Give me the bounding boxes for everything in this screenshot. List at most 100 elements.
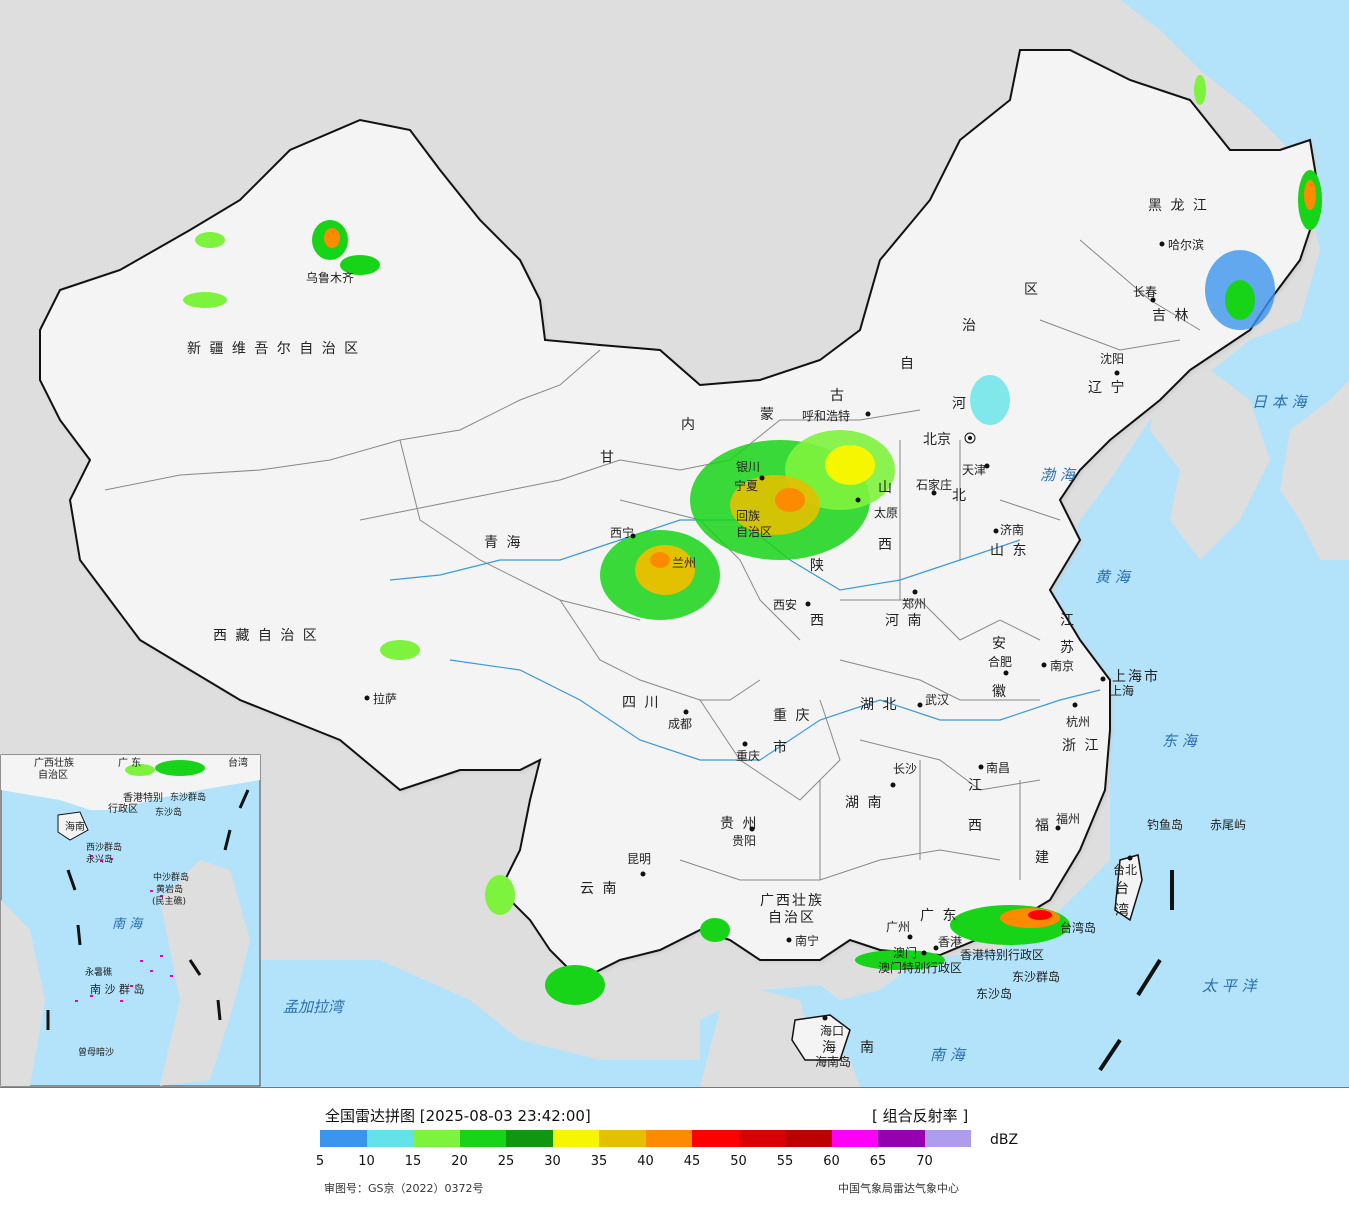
city-harbin: 哈尔滨 (1168, 237, 1204, 252)
colorbar-swatch (599, 1130, 646, 1147)
korea-land (1150, 370, 1270, 560)
label-guizhou: 贵 州 (720, 816, 758, 832)
inset-label-guangdong: 广 东 (118, 756, 141, 769)
sea-label-japan: 日 本 海 (1252, 393, 1309, 411)
colorbar-swatch (552, 1130, 599, 1147)
data-source: 中国气象局雷达气象中心 (838, 1182, 959, 1195)
legend-colorbar (320, 1130, 971, 1147)
colorbar-swatch (692, 1130, 739, 1147)
label-yunnan: 云 南 (580, 881, 618, 897)
label-fujian-1: 福 (1035, 818, 1051, 834)
label-hainan-2: 南 (860, 1040, 876, 1056)
inset-label-xisha: 西沙群岛 (86, 841, 122, 853)
inset-label-yongshu: 永暑礁 (85, 966, 112, 978)
colorbar-swatch (366, 1130, 413, 1147)
colorbar-swatch (320, 1130, 367, 1147)
hainan-island (791, 1014, 851, 1061)
legend-title: 全国雷达拼图 [2025-08-03 23:42:00] (325, 1107, 591, 1125)
label-shandong: 山 东 (990, 543, 1028, 559)
label-hunan: 湖 南 (845, 795, 883, 811)
legend-ticks: 5 10 15 20 25 30 35 40 45 50 55 60 65 70 (0, 1154, 1349, 1172)
city-kunming: 昆明 (627, 852, 651, 866)
radar-map[interactable]: 新 疆 维 吾 尔 自 治 区 西 藏 自 治 区 青 海 甘 内 蒙 古 自 … (0, 0, 1349, 1088)
city-hongkong: 香港 (938, 935, 962, 949)
colorbar-tick-label: 5 (315, 1154, 325, 1169)
colorbar-swatch (785, 1130, 832, 1147)
label-taiwan-1: 台 (1115, 881, 1131, 897)
colorbar-swatch (645, 1130, 692, 1147)
colorbar-tick-label: 20 (451, 1154, 468, 1169)
label-neimeng-1: 内 (681, 417, 697, 433)
label-jiangxi-2: 西 (968, 818, 984, 834)
city-haikou: 海口 (820, 1023, 844, 1038)
label-guangxi-2: 自治区 (768, 910, 816, 926)
label-anhui-1: 安 (992, 636, 1008, 652)
city-nanchang: 南昌 (986, 760, 1010, 775)
city-chengdu: 成都 (668, 717, 692, 731)
label-shanxi-1: 山 (878, 480, 894, 496)
city-markers: 乌鲁木齐 拉萨 西宁 兰州 银川 呼和浩特 北京 天津 石家庄 太原 西安 郑州… (306, 237, 1204, 1038)
colorbar-tick-label: 25 (497, 1154, 515, 1169)
label-neimeng-3: 古 (830, 388, 846, 404)
colorbar-swatch (831, 1130, 878, 1147)
map-canvas: 新 疆 维 吾 尔 自 治 区 西 藏 自 治 区 青 海 甘 内 蒙 古 自 … (0, 0, 1349, 1087)
city-beijing: 北京 (923, 432, 951, 448)
sea-east (700, 0, 1349, 1087)
colorbar-swatch (738, 1130, 785, 1147)
sea-label-pacific: 太 平 洋 (1202, 977, 1259, 995)
city-shijiazhuang: 石家庄 (916, 477, 952, 492)
inset-label-huangyan: 黄岩岛 (156, 883, 183, 895)
radar-echoes (183, 75, 1322, 1005)
label-chongqing-1: 重 庆 (773, 708, 811, 724)
inset-label-hk: 香港特别 (123, 792, 163, 804)
city-wuhan: 武汉 (925, 693, 949, 707)
city-nanning: 南宁 (795, 933, 819, 948)
colorbar-swatch (924, 1130, 971, 1147)
label-zhejiang: 浙 江 (1062, 738, 1100, 754)
sea-label-east: 东 海 (1162, 732, 1199, 750)
label-shanghai: 上海市 (1112, 668, 1160, 685)
sea-label-bohai: 渤 海 (1040, 466, 1077, 484)
label-gansu: 甘 (600, 450, 616, 466)
label-shanxi-2: 西 (878, 537, 894, 553)
legend-panel: 全国雷达拼图 [2025-08-03 23:42:00] [ 组合反射率 ] d… (0, 1088, 1349, 1208)
taiwan-island (1114, 854, 1143, 922)
city-tianjin: 天津 (962, 463, 986, 477)
colorbar-swatch (459, 1130, 506, 1147)
label-ningxia-3: 自治区 (736, 525, 772, 539)
label-hebei-2: 北 (952, 488, 968, 504)
city-hohhot: 呼和浩特 (802, 408, 850, 423)
colorbar-swatch (878, 1130, 925, 1147)
inset-label-nanhai: 南 海 (112, 917, 144, 932)
label-ningxia: 宁夏 (734, 478, 758, 493)
city-yinchuan: 银川 (736, 460, 760, 474)
colorbar-tick-label: 40 (637, 1154, 654, 1169)
island-hainan: 海南岛 (815, 1054, 851, 1069)
colorbar-swatch (413, 1130, 460, 1147)
south-china-sea-inset: 广西壮族 自治区 广 东 台湾 香港特别 行政区 东沙群岛 东沙岛 海南 西沙群… (0, 754, 261, 1087)
city-xian: 西安 (773, 597, 797, 612)
island-taiwan: 台湾岛 (1060, 920, 1096, 935)
island-diaoyu: 钓鱼岛 (1147, 817, 1183, 832)
colorbar-tick-label: 60 (823, 1154, 840, 1169)
inset-label-hainan: 海南 (65, 820, 85, 833)
approval-number: 审图号：GS京（2022）0372号 (324, 1182, 484, 1195)
city-taiyuan: 太原 (874, 505, 898, 520)
label-shaanxi-1: 陕 (810, 558, 826, 574)
sea-label-south: 南 海 (930, 1046, 967, 1064)
city-zhengzhou: 郑州 (902, 596, 926, 611)
city-macau: 澳门 (893, 945, 917, 960)
island-dongsha-dao: 东沙岛 (976, 986, 1012, 1001)
label-jiangsu-2: 苏 (1060, 640, 1076, 656)
colorbar-tick-label: 70 (916, 1154, 933, 1169)
colorbar-tick-label: 55 (776, 1154, 794, 1169)
inset-label-taiwan: 台湾 (228, 756, 248, 769)
city-guiyang: 贵阳 (732, 834, 756, 848)
label-macao-region: 澳门特别行政区 (878, 960, 962, 975)
label-xinjiang: 新 疆 维 吾 尔 自 治 区 (187, 341, 360, 357)
inset-label-zengmu: 曾母暗沙 (78, 1046, 114, 1058)
label-fujian-2: 建 (1035, 850, 1051, 866)
colorbar-swatch (506, 1130, 553, 1147)
label-heilongjiang: 黑 龙 江 (1148, 198, 1209, 214)
colorbar-tick-label: 30 (544, 1154, 561, 1169)
